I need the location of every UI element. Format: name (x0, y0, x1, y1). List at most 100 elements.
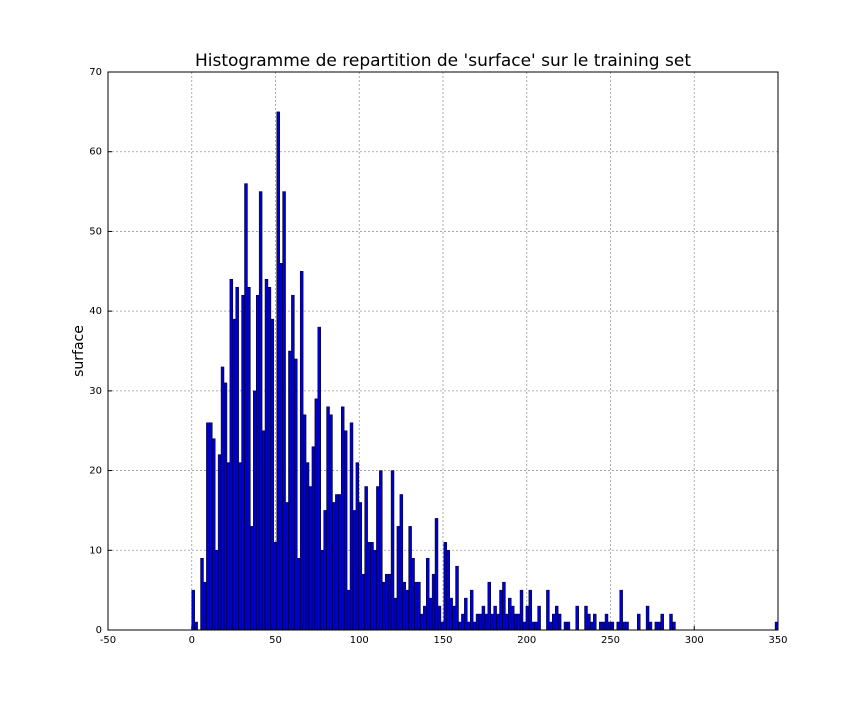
y-tick-label: 40 (89, 306, 102, 317)
bar (241, 294, 245, 631)
bar (534, 621, 538, 631)
bar (358, 502, 363, 631)
bar (364, 486, 368, 631)
bar (267, 286, 272, 631)
bar (382, 581, 386, 631)
bar (619, 589, 623, 631)
bar (423, 605, 427, 631)
bar (346, 589, 351, 631)
x-tick-label: 250 (601, 635, 620, 646)
bar (229, 279, 234, 631)
bar (443, 542, 448, 631)
bar (593, 613, 597, 631)
bar (598, 621, 603, 631)
x-tick-label: 100 (350, 635, 369, 646)
bar (217, 454, 222, 631)
bar (522, 621, 527, 631)
bar (428, 597, 433, 631)
bar (478, 613, 483, 631)
bar (508, 597, 512, 631)
bar (408, 526, 412, 631)
bar (352, 510, 357, 631)
bar (587, 613, 591, 631)
bar (232, 318, 236, 631)
bar (575, 605, 579, 631)
bar (487, 581, 491, 631)
bar (206, 422, 210, 631)
bar (637, 613, 641, 631)
bar (270, 318, 275, 631)
bar (472, 621, 477, 631)
bar (458, 621, 462, 631)
bar (320, 550, 324, 631)
bar (417, 581, 421, 631)
bar (203, 581, 207, 631)
bar (220, 366, 225, 631)
bar (305, 462, 310, 631)
bar (291, 294, 295, 631)
bar (317, 326, 321, 631)
bar (601, 621, 606, 631)
bar (437, 605, 442, 631)
bar (294, 358, 298, 631)
bar (311, 446, 316, 631)
bar (502, 581, 506, 631)
bar (464, 597, 468, 631)
y-tick-label: 0 (96, 625, 102, 636)
bar (376, 486, 380, 631)
bar (367, 542, 371, 631)
bar (519, 589, 524, 631)
bar (247, 286, 251, 631)
bar (537, 605, 541, 631)
bar (279, 263, 283, 631)
bar (669, 613, 673, 631)
bar (282, 191, 286, 631)
bar (449, 597, 453, 631)
bar (490, 613, 494, 631)
bar (461, 613, 465, 631)
x-tick-label: 200 (517, 635, 536, 646)
bar (469, 589, 474, 631)
bar (332, 502, 336, 631)
y-tick-label: 60 (89, 147, 102, 158)
x-tick-label: 0 (189, 635, 195, 646)
bar (411, 558, 415, 631)
bar (584, 605, 588, 631)
bar (484, 613, 489, 631)
bar (250, 526, 254, 631)
bar (452, 605, 456, 631)
bar (516, 613, 521, 631)
bar (499, 589, 503, 631)
bar (379, 470, 383, 631)
bar (672, 621, 676, 631)
bar (648, 621, 653, 631)
bar (566, 621, 571, 631)
bar (299, 271, 304, 631)
bar (355, 462, 360, 631)
bar (214, 550, 219, 631)
bar (384, 573, 389, 631)
y-tick-label: 20 (89, 466, 102, 477)
bar (261, 430, 266, 631)
bar (511, 605, 515, 631)
bar (285, 502, 289, 631)
bar (264, 279, 269, 631)
bar (323, 510, 327, 631)
bar (212, 438, 216, 631)
bar (402, 581, 406, 631)
bar (420, 613, 424, 631)
bar (253, 390, 257, 631)
bar (660, 613, 664, 631)
bar (531, 621, 535, 631)
bar (326, 406, 330, 631)
bar (314, 398, 319, 631)
bar (557, 613, 562, 631)
plot-frame (107, 71, 779, 631)
bar (549, 621, 553, 631)
bar (552, 613, 556, 631)
y-tick-label: 70 (89, 67, 102, 78)
bar (370, 542, 374, 631)
bar (209, 422, 213, 631)
bar (604, 613, 609, 631)
